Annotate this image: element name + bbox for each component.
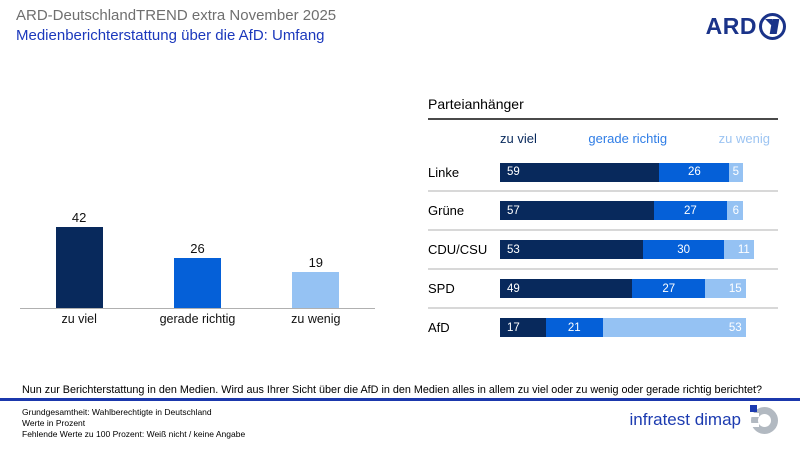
bar-category-label: zu wenig bbox=[291, 312, 341, 326]
bar bbox=[55, 227, 103, 308]
party-label: AfD bbox=[428, 320, 450, 335]
bar-segment: 5 bbox=[729, 162, 743, 182]
footer-line: Fehlende Werte zu 100 Prozent: Weiß nich… bbox=[22, 429, 246, 439]
bar bbox=[292, 272, 340, 308]
bar-segment: 11 bbox=[724, 240, 754, 259]
ard-logo-text: ARD bbox=[705, 13, 757, 39]
party-row: AfD 17 21 53 bbox=[428, 307, 778, 346]
ard-one-flag bbox=[765, 19, 772, 26]
party-label: Grüne bbox=[428, 203, 465, 218]
survey-question: Nun zur Berichterstattung in den Medien.… bbox=[22, 384, 762, 396]
bar-segment: 30 bbox=[643, 240, 725, 259]
bar-segment: 27 bbox=[632, 279, 706, 298]
bar-plot-area: 42 26 19 bbox=[20, 204, 375, 309]
legend-item: zu wenig bbox=[718, 131, 770, 146]
bar-group: 26 bbox=[138, 204, 256, 308]
stacked-bar: 17 21 53 bbox=[500, 318, 770, 337]
infratest-dimap-text: infratest dimap bbox=[629, 409, 742, 429]
bar-value-label: 42 bbox=[71, 210, 87, 225]
stacked-bar: 53 30 11 bbox=[500, 240, 770, 259]
ard-one-stem bbox=[769, 19, 780, 34]
page-title: Medienberichterstattung über die AfD: Um… bbox=[16, 27, 325, 44]
ard-one-icon bbox=[759, 13, 786, 40]
stacked-bar: 59 26 5 bbox=[500, 162, 770, 182]
party-label: CDU/CSU bbox=[428, 242, 488, 257]
bar-category-label: zu viel bbox=[61, 312, 97, 326]
bar-segment: 57 bbox=[500, 201, 654, 220]
bar-group: 42 bbox=[20, 204, 138, 308]
bar-segment: 6 bbox=[726, 201, 743, 220]
stacked-rows: Linke 59 26 5 Grüne 57 27 6 CDU/CSU 53 30 11 SPD 49 27… bbox=[428, 154, 778, 346]
bar-segment: 59 bbox=[500, 162, 660, 182]
party-row: Grüne 57 27 6 bbox=[428, 190, 778, 229]
footer-line: Grundgesamtheit: Wahlberechtigte in Deut… bbox=[22, 407, 212, 417]
stacked-bar: 49 27 15 bbox=[500, 279, 770, 298]
bar-segment: 49 bbox=[500, 279, 633, 298]
panel-title: Parteianhänger bbox=[428, 96, 778, 120]
legend-item: gerade richtig bbox=[588, 131, 668, 146]
party-label: Linke bbox=[428, 164, 460, 180]
stacked-bar: 57 27 6 bbox=[500, 201, 770, 220]
bar-category-label: gerade richtig bbox=[159, 312, 236, 326]
infratest-dimap-icon bbox=[749, 405, 778, 434]
bottom-divider bbox=[0, 398, 800, 401]
bar-segment: 53 bbox=[602, 318, 746, 337]
party-row: SPD 49 27 15 bbox=[428, 268, 778, 307]
footer-line: Werte in Prozent bbox=[22, 418, 86, 428]
party-row: CDU/CSU 53 30 11 bbox=[428, 229, 778, 268]
footer-notes: Grundgesamtheit: Wahlberechtigte in Deut… bbox=[22, 407, 245, 440]
bar-segment: 17 bbox=[500, 318, 546, 337]
national-bar-chart: 42 26 19 zu viel gerade richtig zu wenig bbox=[20, 204, 375, 326]
party-supporters-panel: Parteianhänger zu viel gerade richtig zu w… bbox=[428, 96, 778, 346]
party-label: SPD bbox=[428, 281, 455, 296]
bar-segment: 15 bbox=[705, 279, 746, 298]
bar-segment: 53 bbox=[500, 240, 644, 259]
ard-logo: ARD bbox=[706, 13, 786, 40]
legend-item: zu viel bbox=[500, 131, 537, 146]
bar-category-labels: zu viel gerade richtig zu wenig bbox=[20, 312, 375, 326]
bar-value-label: 26 bbox=[190, 241, 205, 256]
bar-segment: 27 bbox=[653, 201, 727, 220]
stacked-chart-legend: zu viel gerade richtig zu wenig bbox=[500, 131, 770, 146]
bar bbox=[173, 258, 221, 308]
bar-segment: 26 bbox=[659, 162, 730, 182]
bar-segment: 21 bbox=[545, 318, 603, 337]
party-row: Linke 59 26 5 bbox=[428, 154, 778, 190]
report-kicker: ARD-DeutschlandTREND extra November 2025 bbox=[16, 7, 337, 24]
infratest-dimap-logo: infratest dimap bbox=[629, 405, 778, 434]
bar-group: 19 bbox=[257, 204, 375, 308]
bar-value-label: 19 bbox=[308, 255, 324, 270]
